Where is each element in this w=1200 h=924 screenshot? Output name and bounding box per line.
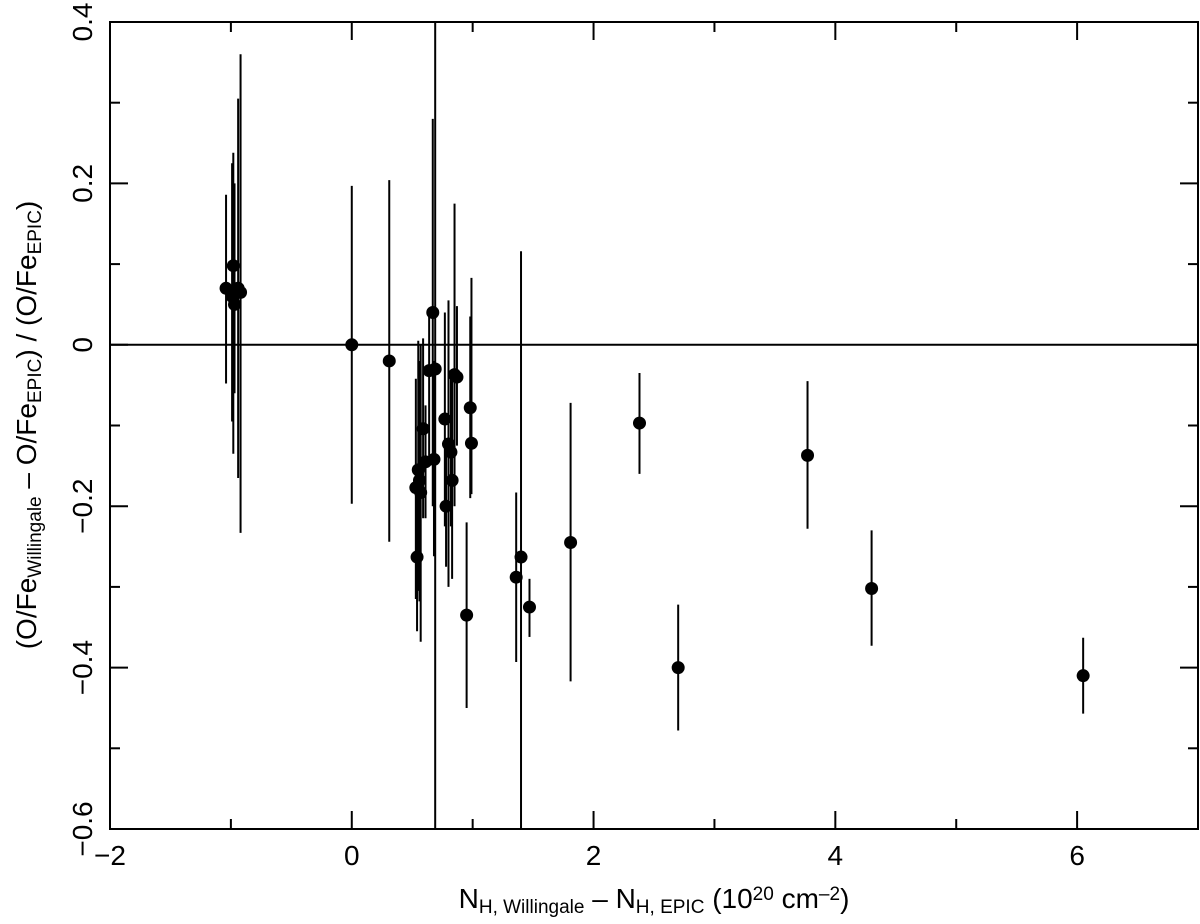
label-subscript: EPIC <box>25 359 46 403</box>
data-point <box>234 285 248 299</box>
label-text: – O/Fe <box>11 403 42 496</box>
data-point <box>410 550 424 564</box>
data-point <box>228 297 242 311</box>
data-point <box>464 436 478 450</box>
data-point <box>445 473 459 487</box>
x-tick-label: 4 <box>828 840 844 871</box>
plot-frame <box>109 21 1199 830</box>
data-point <box>514 550 528 564</box>
data-point <box>414 485 428 499</box>
label-text: ) <box>840 883 849 914</box>
axis-ticks <box>109 21 1199 830</box>
x-axis-label: NH, Willingale – NH, EPIC (1020 cm–2) <box>459 883 850 918</box>
y-tick-label: 0.4 <box>67 3 98 42</box>
y-tick-label: 0 <box>67 337 98 353</box>
tick-labels: −2 0 2 4 6 −0.6 −0.4 −0.2 0 0.2 0.4 <box>67 3 1085 871</box>
y-tick-label: 0.2 <box>67 164 98 203</box>
label-text: (O/Fe <box>11 578 42 650</box>
label-text: cm <box>774 883 819 914</box>
x-tick-label: 6 <box>1069 840 1085 871</box>
data-point <box>438 412 452 426</box>
x-tick-label: 0 <box>344 840 360 871</box>
data-point <box>671 661 685 675</box>
label-subscript: EPIC <box>25 210 46 254</box>
data-point <box>1076 669 1090 683</box>
data-point <box>444 445 458 459</box>
data-point <box>450 370 464 384</box>
data-point <box>801 448 815 462</box>
data-point <box>345 338 359 352</box>
data-point <box>382 354 396 368</box>
y-tick-label: −0.6 <box>67 801 98 856</box>
x-tick-label: 2 <box>586 840 602 871</box>
label-subscript: Willingale <box>25 496 46 577</box>
data-point <box>865 582 879 596</box>
data-points <box>219 259 1090 683</box>
error-bars <box>225 22 1085 829</box>
y-tick-label: −0.4 <box>67 640 98 695</box>
label-text: – N <box>584 883 635 914</box>
label-text: ) <box>11 201 42 210</box>
data-point <box>439 499 453 513</box>
label-subscript: H, EPIC <box>636 897 705 918</box>
label-text: N <box>459 883 479 914</box>
data-point <box>427 452 441 466</box>
x-tick-label: −2 <box>94 840 126 871</box>
data-point <box>460 608 474 622</box>
data-point <box>412 473 426 487</box>
y-axis-label: (O/FeWillingale – O/FeEPIC) / (O/FeEPIC) <box>11 201 46 650</box>
label-text: (10 <box>704 883 752 914</box>
data-point <box>632 416 646 430</box>
data-point <box>509 570 523 584</box>
data-point <box>226 259 240 273</box>
data-point <box>416 422 430 436</box>
data-point <box>522 600 536 614</box>
label-superscript: –2 <box>819 884 840 905</box>
label-text: ) / (O/Fe <box>11 254 42 358</box>
data-point <box>463 401 477 415</box>
y-tick-label: −0.2 <box>67 479 98 534</box>
label-superscript: 20 <box>753 884 774 905</box>
data-point <box>426 306 440 320</box>
data-point <box>564 536 578 550</box>
data-point <box>428 362 442 376</box>
label-subscript: H, Willingale <box>479 897 585 918</box>
